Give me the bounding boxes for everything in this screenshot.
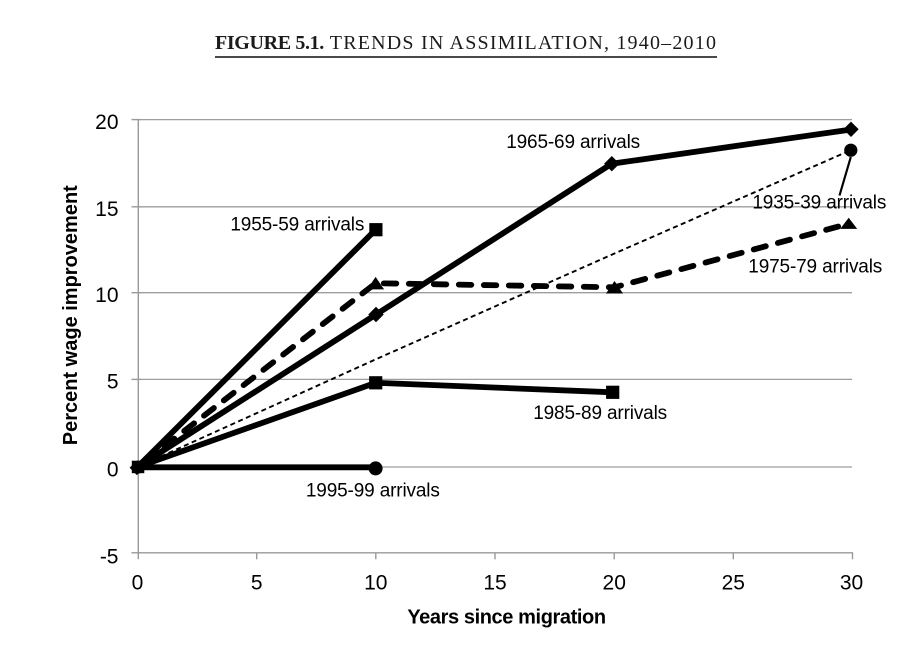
svg-text:Percent wage improvement: Percent wage improvement bbox=[60, 185, 82, 445]
svg-text:5: 5 bbox=[107, 371, 119, 394]
svg-text:15: 15 bbox=[95, 198, 118, 221]
svg-text:20: 20 bbox=[95, 111, 118, 134]
svg-text:10: 10 bbox=[95, 284, 118, 307]
svg-text:1995-99 arrivals: 1995-99 arrivals bbox=[306, 481, 440, 502]
svg-text:1975-79 arrivals: 1975-79 arrivals bbox=[748, 257, 882, 278]
svg-text:1955-59 arrivals: 1955-59 arrivals bbox=[230, 215, 364, 236]
svg-text:1965-69 arrivals: 1965-69 arrivals bbox=[506, 132, 640, 153]
svg-text:Years since migration: Years since migration bbox=[407, 607, 605, 629]
svg-text:0: 0 bbox=[132, 572, 144, 595]
svg-text:0: 0 bbox=[107, 458, 119, 481]
svg-text:5: 5 bbox=[251, 572, 263, 595]
svg-text:15: 15 bbox=[483, 572, 506, 595]
svg-text:10: 10 bbox=[364, 572, 387, 595]
svg-text:-5: -5 bbox=[100, 545, 119, 568]
svg-text:1935-39 arrivals: 1935-39 arrivals bbox=[752, 192, 886, 213]
svg-text:1985-89 arrivals: 1985-89 arrivals bbox=[533, 403, 667, 424]
svg-text:20: 20 bbox=[603, 572, 626, 595]
svg-text:30: 30 bbox=[840, 572, 863, 595]
svg-text:25: 25 bbox=[722, 572, 745, 595]
